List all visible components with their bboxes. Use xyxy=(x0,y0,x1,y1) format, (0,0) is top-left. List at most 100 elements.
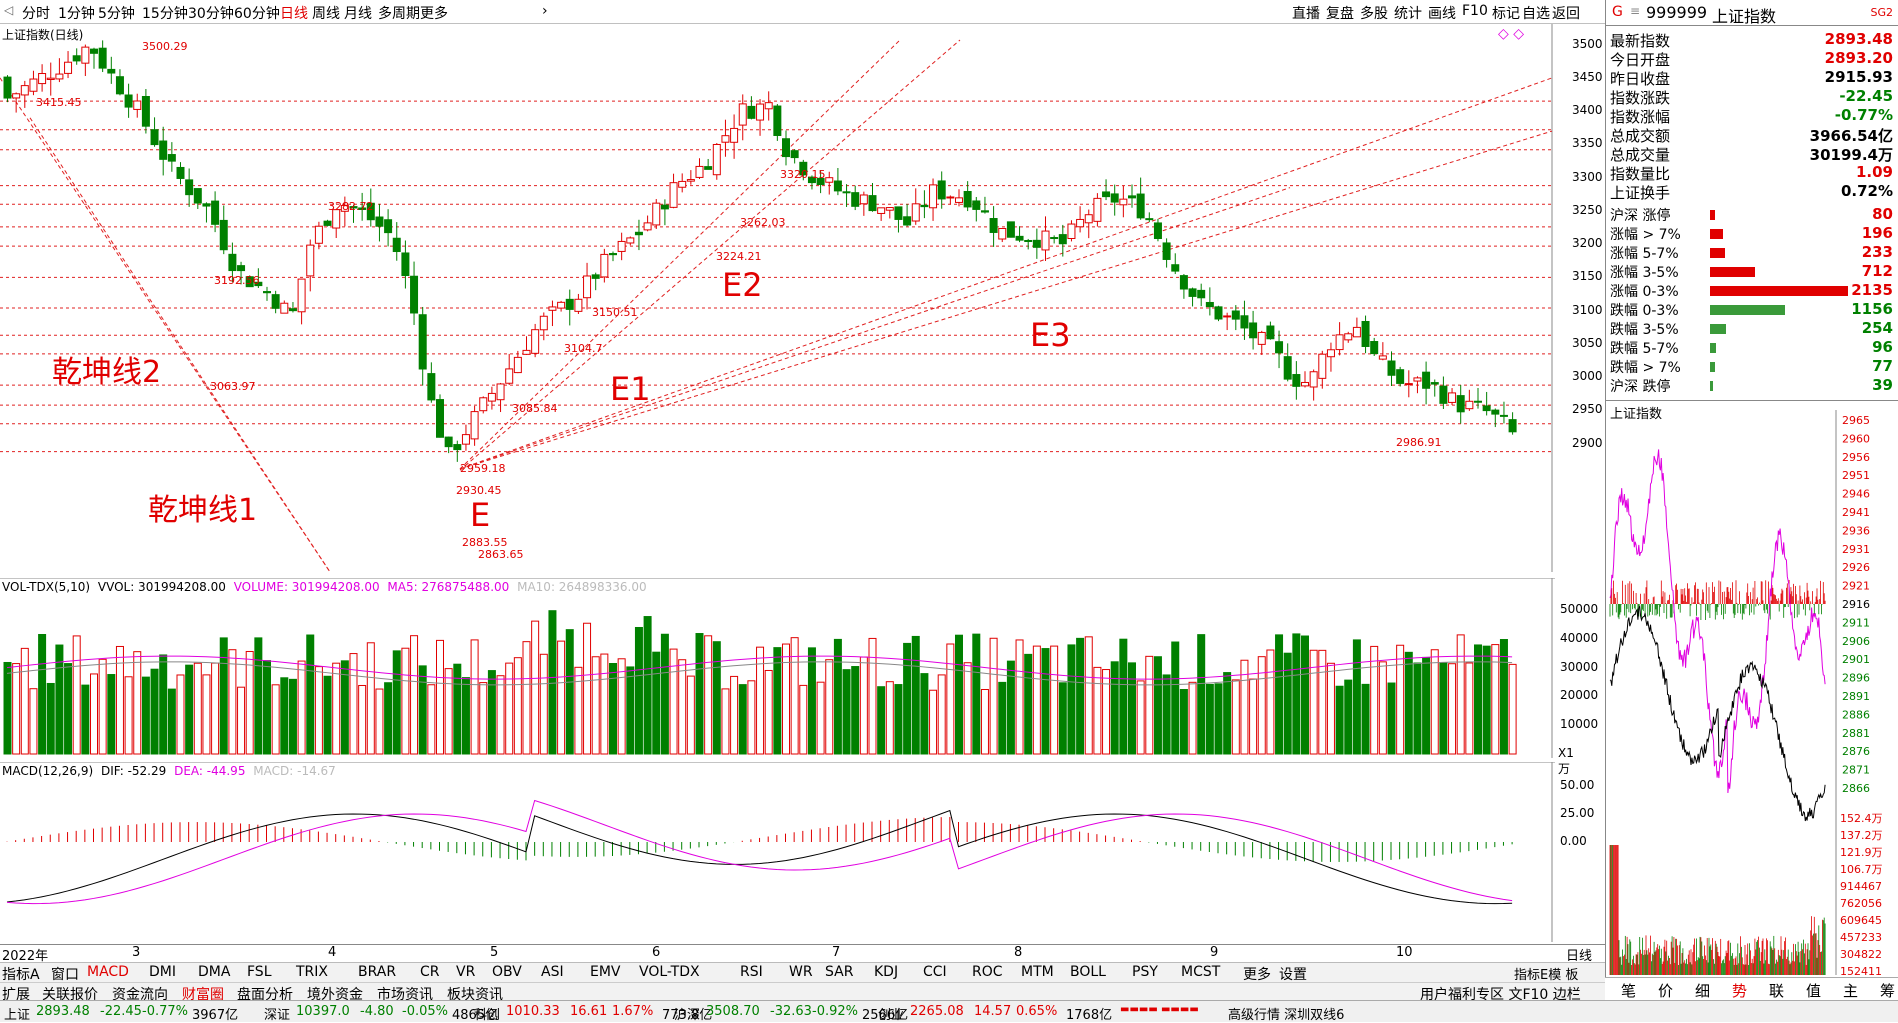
candle xyxy=(64,61,73,74)
indicator-tab-20[interactable]: MTM xyxy=(1021,964,1054,980)
indicator-tab-16[interactable]: SAR xyxy=(825,964,854,980)
period-tab-5[interactable]: 60分钟 xyxy=(234,6,280,22)
index-change: -32.63 xyxy=(770,1004,812,1019)
quote-tab-5[interactable]: 值 xyxy=(1806,982,1822,1000)
toolbar-right-4[interactable]: 画线 xyxy=(1428,6,1456,22)
candle xyxy=(1283,356,1292,380)
price-chart[interactable]: 上证指数(日线) 3500.29 3415.45 3282.72 3192.56 306… xyxy=(0,24,1603,572)
indicator-tab-7[interactable]: BRAR xyxy=(358,964,397,980)
chevron-left-icon[interactable]: ◁ xyxy=(4,3,14,17)
indicator-tab-0[interactable]: 指标A xyxy=(2,967,40,983)
indicator-tab-18[interactable]: CCI xyxy=(923,964,947,980)
user-welfare-tab[interactable]: 用户福利专区 文F10 边栏 xyxy=(1420,987,1581,1003)
period-tab-7[interactable]: 周线 xyxy=(312,6,340,22)
toolbar-right-8[interactable]: 返回 xyxy=(1552,6,1580,22)
chevron-right-icon[interactable]: › xyxy=(542,3,548,19)
info-tab-7[interactable]: 板块资讯 xyxy=(447,987,503,1003)
indicator-tab-9[interactable]: VR xyxy=(456,964,476,980)
candlestick-chart[interactable]: 3500.29 3415.45 3282.72 3192.56 3063.97 3150.… xyxy=(0,24,1555,572)
candle xyxy=(756,103,765,121)
intraday-chart[interactable]: 2965 2960 2956 2951 2946 2941 2936 2931 2926 2921… xyxy=(1606,410,1898,975)
macd-value: MACD: -14.67 xyxy=(253,764,336,778)
quote-row: 昨日收盘 2915.93 xyxy=(1610,68,1893,88)
template-tab[interactable]: 指标E模 板 xyxy=(1514,968,1579,983)
dea-line xyxy=(6,799,1513,905)
index-change: -22.45 xyxy=(100,1004,142,1019)
indicator-tab-24[interactable]: 更多 xyxy=(1243,967,1271,983)
info-tab-5[interactable]: 境外资金 xyxy=(307,987,363,1003)
toolbar-right-0[interactable]: 直播 xyxy=(1292,6,1320,22)
period-tab-2[interactable]: 5分钟 xyxy=(98,6,135,22)
period-tab-9[interactable]: 多周期 xyxy=(378,6,420,22)
diamond-icon[interactable]: ◇ ◇ xyxy=(1498,26,1524,42)
indicator-tab-10[interactable]: OBV xyxy=(492,964,522,980)
indicator-tab-23[interactable]: MCST xyxy=(1181,964,1221,980)
indicator-tab-6[interactable]: TRIX xyxy=(296,964,328,980)
indicator-tab-2[interactable]: MACD xyxy=(87,964,129,980)
volume-bar xyxy=(211,662,220,755)
quote-tab-6[interactable]: 主 xyxy=(1843,982,1859,1000)
indicator-tab-8[interactable]: CR xyxy=(420,964,440,980)
intraday-price-tick: 2911 xyxy=(1842,616,1870,629)
indicator-tab-1[interactable]: 窗口 xyxy=(51,967,79,983)
quote-tab-0[interactable]: 笔 xyxy=(1621,982,1637,1000)
index-value: 10397.0 xyxy=(296,1004,350,1019)
volume-bar xyxy=(29,688,38,755)
indicator-tab-25[interactable]: 设置 xyxy=(1279,967,1307,983)
period-tab-10[interactable]: 更多 xyxy=(420,6,448,22)
indicator-tab-4[interactable]: DMA xyxy=(198,964,231,980)
toolbar-right-2[interactable]: 多股 xyxy=(1360,6,1388,22)
index-name[interactable]: 沪深 xyxy=(674,1008,701,1023)
indicator-tab-19[interactable]: ROC xyxy=(972,964,1003,980)
info-tab-0[interactable]: 扩展 xyxy=(2,987,30,1003)
price-label: 2883.55 xyxy=(462,536,508,549)
macd-chart[interactable]: MACD(12,26,9) DIF: -52.29 DEA: -44.95 MA… xyxy=(0,762,1594,942)
toolbar-right-5[interactable]: F10 xyxy=(1462,3,1488,19)
period-tab-3[interactable]: 15分钟 xyxy=(142,6,188,22)
indicator-tab-21[interactable]: BOLL xyxy=(1070,964,1106,980)
indicator-tab-11[interactable]: ASI xyxy=(541,964,564,980)
indicator-tab-15[interactable]: WR xyxy=(789,964,813,980)
info-tab-6[interactable]: 市场资讯 xyxy=(377,987,433,1003)
volume-chart[interactable]: VOL-TDX(5,10) VVOL: 301994208.00 VOLUME:… xyxy=(0,578,1598,776)
volume-bar xyxy=(920,673,929,755)
indicator-tab-3[interactable]: DMI xyxy=(149,964,176,980)
quote-tab-3[interactable]: 势 xyxy=(1732,982,1748,1000)
index-name[interactable]: 创业 xyxy=(878,1008,905,1023)
intraday-price-line xyxy=(1609,449,1826,793)
indicator-tab-22[interactable]: PSY xyxy=(1132,964,1158,980)
quote-tab-7[interactable]: 筹 xyxy=(1880,982,1896,1000)
info-tab-3[interactable]: 财富圈 xyxy=(182,987,224,1003)
candle xyxy=(1257,331,1266,345)
indicator-tab-14[interactable]: RSI xyxy=(740,964,763,980)
volume-bar xyxy=(453,663,462,755)
quote-tab-2[interactable]: 细 xyxy=(1695,982,1711,1000)
indicator-tab-13[interactable]: VOL-TDX xyxy=(639,964,700,980)
index-name[interactable]: 科创 xyxy=(474,1008,501,1023)
info-tab-4[interactable]: 盘面分析 xyxy=(237,987,293,1003)
period-tab-0[interactable]: 分时 xyxy=(22,6,50,22)
info-tab-2[interactable]: 资金流向 xyxy=(112,987,168,1003)
info-tab-1[interactable]: 关联报价 xyxy=(42,987,98,1003)
period-tab-8[interactable]: 月线 xyxy=(344,6,372,22)
indicator-tab-5[interactable]: FSL xyxy=(247,964,272,980)
menu-icon[interactable]: ≡ xyxy=(1630,4,1641,18)
toolbar-right-6[interactable]: 标记 xyxy=(1492,6,1520,22)
indicator-tab-12[interactable]: EMV xyxy=(590,964,621,980)
index-name[interactable]: 上证 xyxy=(4,1008,31,1023)
toolbar-right-1[interactable]: 复盘 xyxy=(1326,6,1354,22)
quote-tab-4[interactable]: 联 xyxy=(1769,982,1785,1000)
candle xyxy=(747,105,756,119)
price-tick: 3250 xyxy=(1572,202,1603,217)
period-tab-4[interactable]: 30分钟 xyxy=(188,6,234,22)
stock-name: 上证指数 xyxy=(1712,7,1777,26)
indicator-tab-17[interactable]: KDJ xyxy=(874,964,899,980)
toolbar-right-7[interactable]: 自选 xyxy=(1522,6,1550,22)
period-tab-6[interactable]: 日线 xyxy=(280,6,308,22)
candle xyxy=(686,179,695,182)
index-name[interactable]: 深证 xyxy=(264,1008,291,1023)
toolbar-right-3[interactable]: 统计 xyxy=(1394,6,1422,22)
quote-tab-1[interactable]: 价 xyxy=(1658,982,1674,1000)
status-tail[interactable]: 高级行情 深圳双线6 xyxy=(1228,1008,1345,1023)
period-tab-1[interactable]: 1分钟 xyxy=(58,6,95,22)
